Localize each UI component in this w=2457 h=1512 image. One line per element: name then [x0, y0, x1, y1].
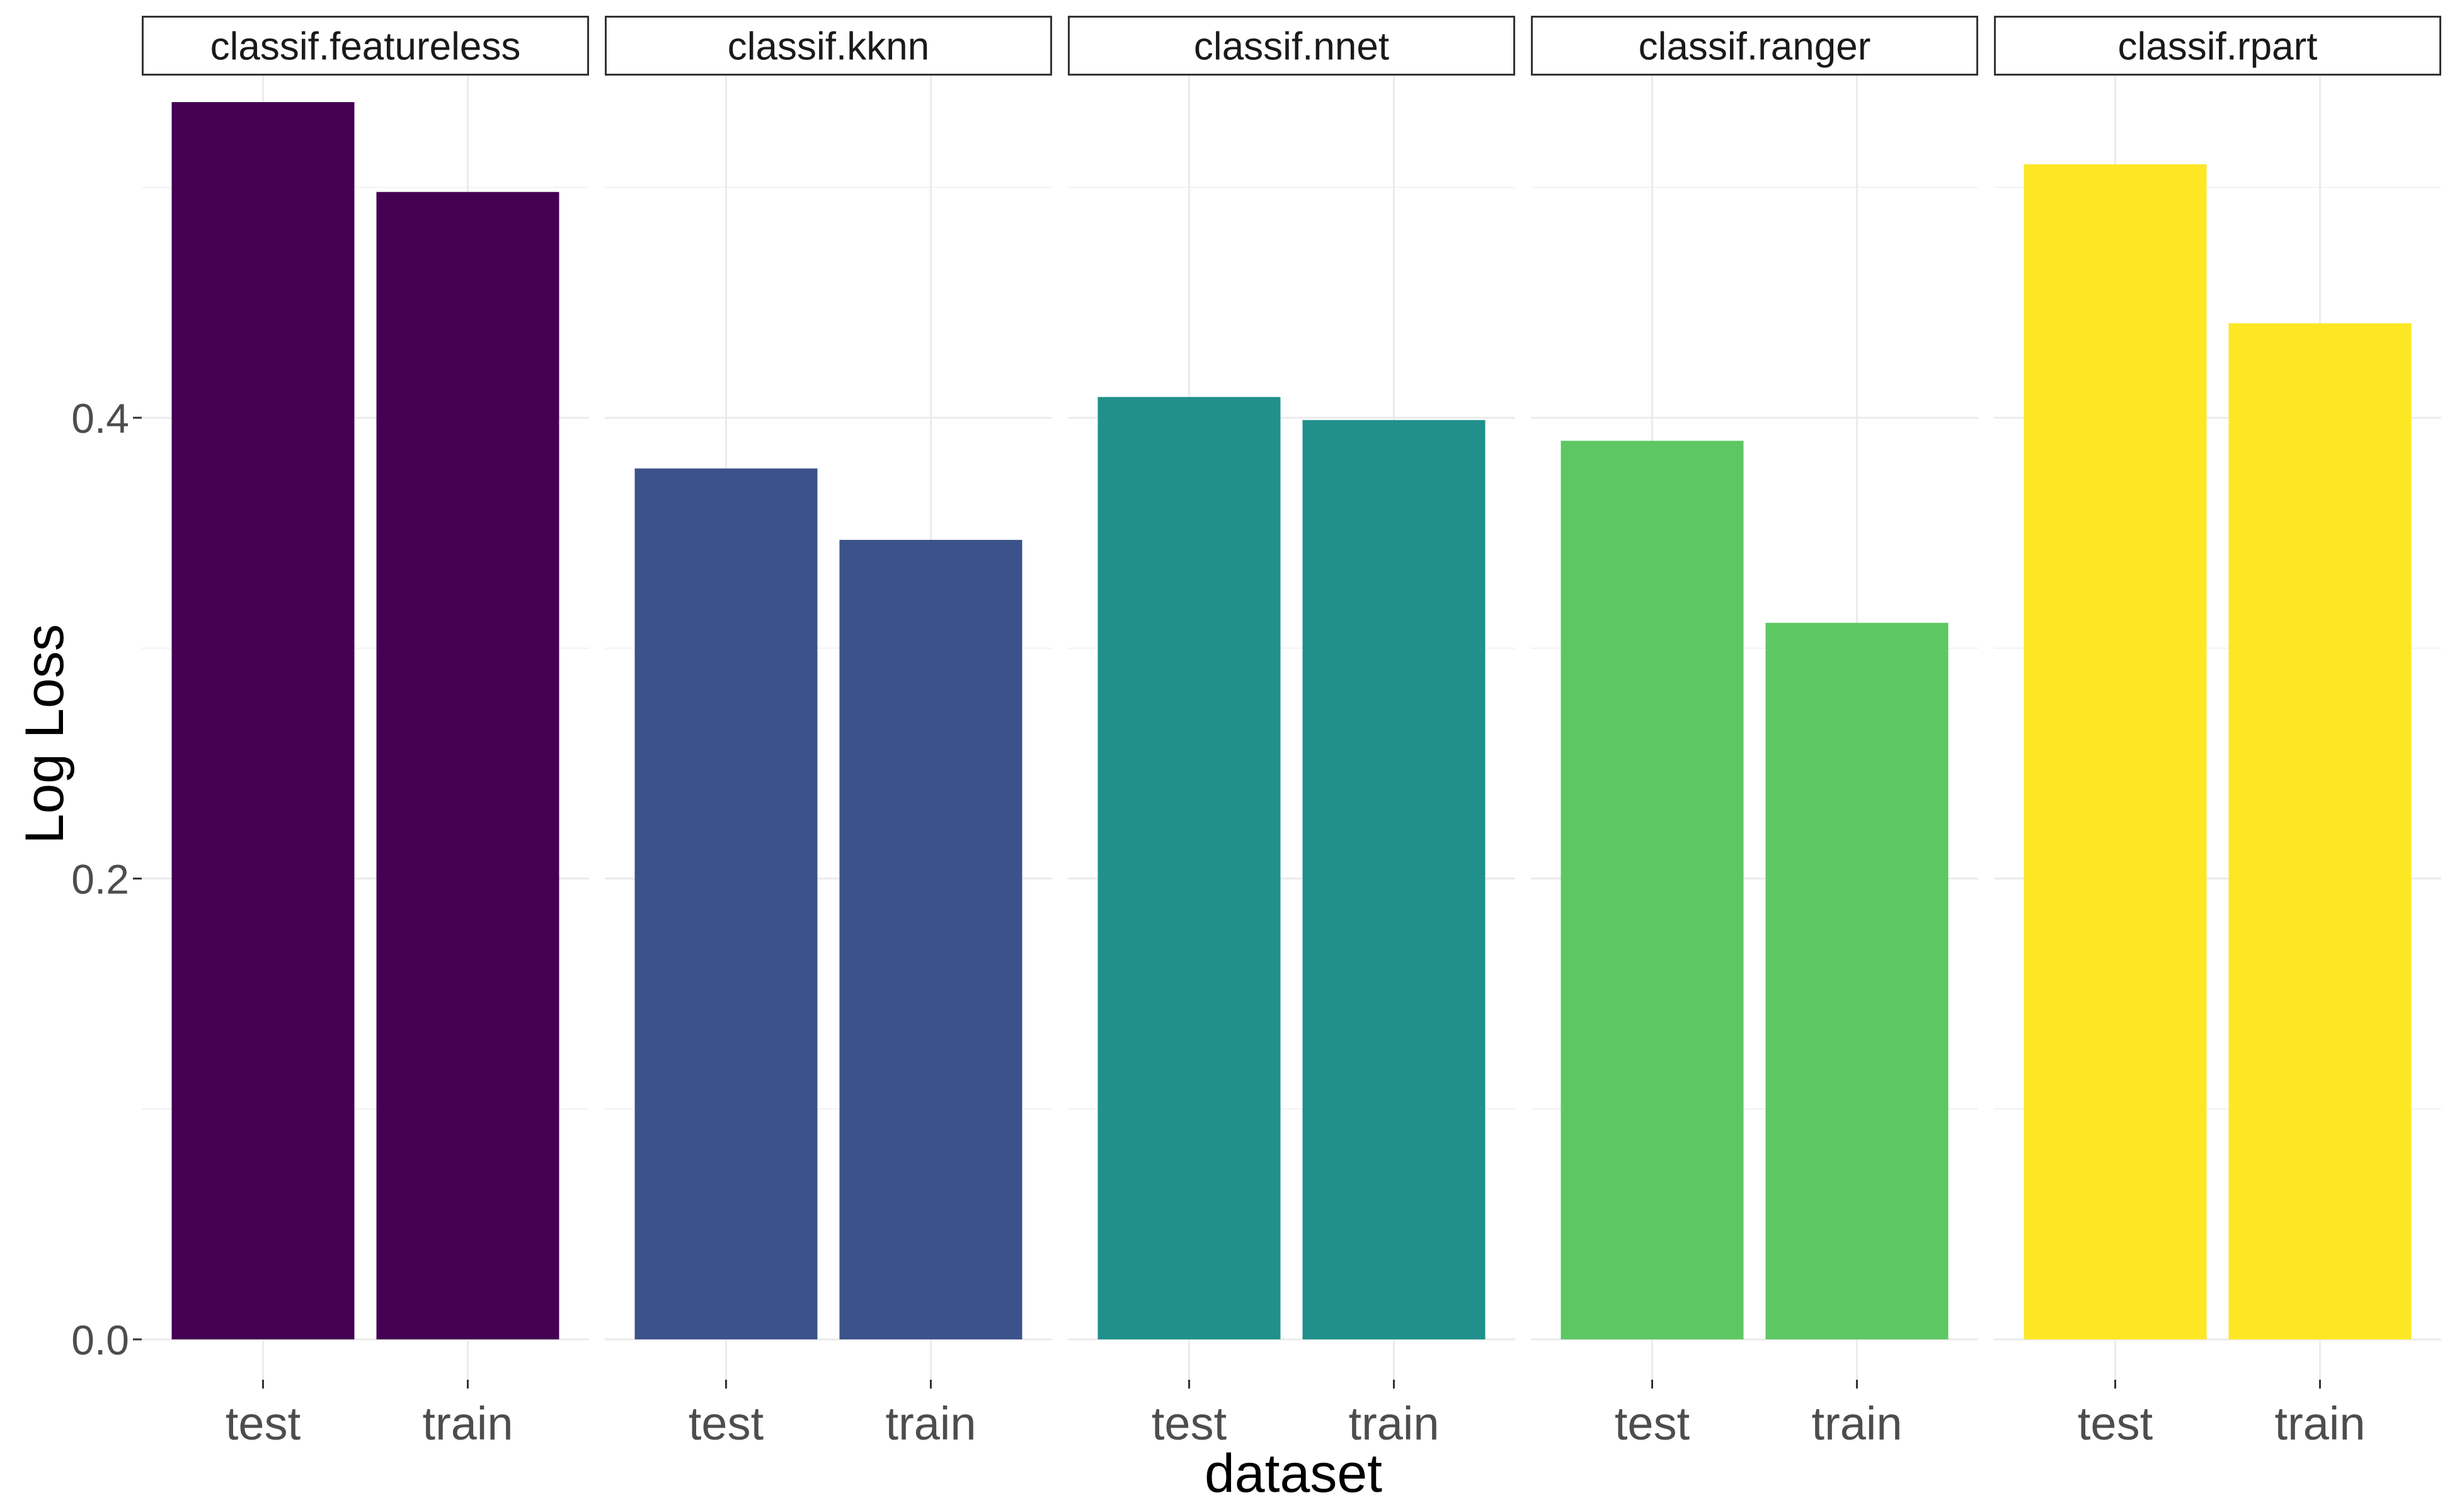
x-tick-label: test: [2078, 1397, 2153, 1450]
y-tick-label: 0.2: [71, 856, 129, 903]
x-tick-label: train: [886, 1397, 976, 1450]
bar-test: [634, 468, 818, 1339]
facet-strip-label: classif.kknn: [728, 25, 929, 69]
facet-strip: [1068, 16, 1515, 76]
bar-test: [1561, 440, 1744, 1339]
facet-strip: [142, 16, 589, 76]
facet-strips: classif.featureless classif.kknn classif.n…: [142, 16, 2441, 76]
bar-train: [839, 539, 1022, 1339]
x-tick-label: test: [689, 1397, 764, 1450]
facet-strip: [605, 16, 1052, 76]
x-tick-label: train: [1812, 1397, 1903, 1450]
y-axis-title: Log Loss: [14, 624, 75, 844]
facet-strip: [1994, 16, 2441, 76]
x-axis-title: dataset: [1205, 1443, 1382, 1504]
facet-strip-label: classif.featureless: [210, 25, 521, 69]
x-tick-label: test: [226, 1397, 301, 1450]
x-tick-label: test: [1152, 1397, 1227, 1450]
facet-strip: [1531, 16, 1978, 76]
facet-strip-label: classif.rpart: [2118, 25, 2318, 69]
x-tick-label: train: [423, 1397, 513, 1450]
bars-layer: [171, 102, 2412, 1339]
y-axis: 0.0 0.2 0.4: [71, 395, 142, 1363]
bar-test: [2024, 164, 2207, 1339]
x-tick-label: train: [2275, 1397, 2366, 1450]
bar-train: [2228, 323, 2412, 1339]
x-tick-label: train: [1349, 1397, 1440, 1450]
bar-train: [1765, 622, 1949, 1339]
y-tick-label: 0.4: [71, 395, 129, 442]
y-tick-label: 0.0: [71, 1317, 129, 1363]
facet-strip-label: classif.ranger: [1639, 25, 1871, 69]
facet-strip-label: classif.nnet: [1194, 25, 1389, 69]
bar-train: [376, 192, 559, 1339]
bar-test: [171, 102, 355, 1339]
bar-test: [1097, 397, 1281, 1339]
x-tick-label: test: [1615, 1397, 1690, 1450]
bar-train: [1302, 420, 1486, 1339]
x-axis: test train test train test train test train test…: [226, 1380, 2366, 1450]
